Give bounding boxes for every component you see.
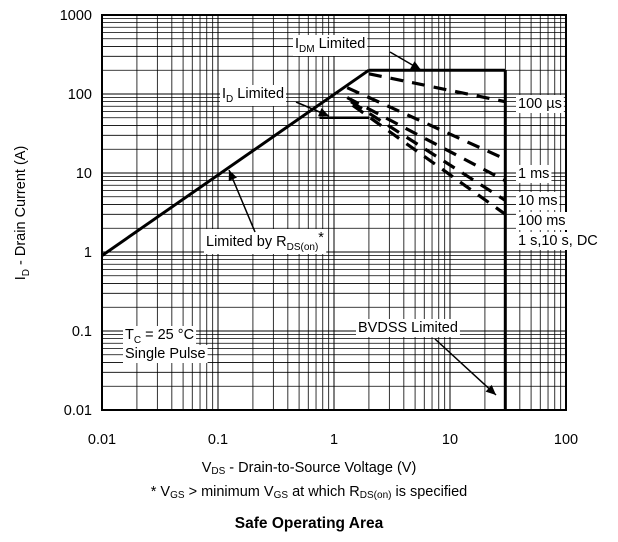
curve-100us bbox=[368, 72, 506, 104]
label-backgrounds bbox=[123, 35, 600, 363]
x-tick-label: 1 bbox=[330, 432, 338, 448]
y-tick-label: 10 bbox=[76, 166, 92, 182]
y-axis-label: ID - Drain Current (A) bbox=[13, 146, 32, 281]
footnote: * VGS > minimum VGS at which RDS(on) is … bbox=[150, 484, 468, 501]
label-background bbox=[516, 232, 600, 250]
y-tick-label: 1 bbox=[84, 245, 92, 261]
label-background bbox=[516, 95, 564, 113]
bvdss-arrow bbox=[434, 338, 497, 396]
label-background bbox=[516, 212, 568, 230]
series-label-100us: 100 µs bbox=[518, 96, 562, 112]
series-label-100ms: 100 ms bbox=[518, 213, 566, 229]
label-background bbox=[123, 326, 197, 347]
label-background bbox=[123, 345, 208, 363]
id-arrow-head bbox=[318, 108, 329, 117]
label-background bbox=[220, 85, 287, 106]
chart-title: Safe Operating Area bbox=[234, 515, 384, 532]
label-background bbox=[204, 229, 327, 254]
rdson-limited-label: Limited by RDS(on)* bbox=[206, 230, 324, 253]
rdson-arrow bbox=[228, 169, 256, 233]
rdson-limit-line bbox=[101, 68, 370, 257]
single-pulse-label: Single Pulse bbox=[125, 346, 206, 362]
series-label-10ms: 10 ms bbox=[518, 193, 558, 209]
idm-arrow-head bbox=[410, 61, 421, 70]
idm-limited-label: IDM Limited bbox=[295, 36, 365, 55]
id-limited-label: ID Limited bbox=[222, 86, 284, 105]
y-tick-label: 0.1 bbox=[72, 324, 92, 340]
curve-1ms bbox=[346, 86, 506, 161]
label-background bbox=[293, 35, 368, 56]
y-tick-label: 100 bbox=[68, 87, 92, 103]
series-label-dc: 1 s,10 s, DC bbox=[518, 233, 598, 249]
chart-marks bbox=[101, 51, 507, 410]
x-tick-label: 100 bbox=[554, 432, 578, 448]
curve-100ms bbox=[350, 100, 507, 202]
curve-dc bbox=[351, 103, 507, 216]
bvdss-limited-label: BVDSS Limited bbox=[358, 320, 458, 336]
tick-labels: 0.01 0.1 1 10 100 0.01 0.1 1 10 100 1000 bbox=[60, 8, 578, 448]
label-background bbox=[516, 165, 552, 183]
bvdss-arrow-head bbox=[485, 384, 496, 395]
x-tick-label: 10 bbox=[442, 432, 458, 448]
curve-10ms bbox=[346, 96, 507, 183]
x-tick-label: 0.1 bbox=[208, 432, 228, 448]
grid bbox=[101, 14, 567, 411]
y-tick-label: 1000 bbox=[60, 8, 92, 24]
x-axis-label: VDS - Drain-to-Source Voltage (V) bbox=[201, 460, 417, 477]
label-background bbox=[356, 319, 460, 337]
case-temperature-label: TC = 25 °C bbox=[125, 327, 194, 346]
rdson-arrow-head bbox=[228, 170, 237, 181]
y-tick-label: 0.01 bbox=[64, 403, 92, 419]
label-background bbox=[516, 192, 560, 210]
series-label-1ms: 1 ms bbox=[518, 166, 549, 182]
soa-chart: 0.01 0.1 1 10 100 0.01 0.1 1 10 100 1000 IDM Limit… bbox=[13, 8, 600, 448]
x-tick-label: 0.01 bbox=[88, 432, 116, 448]
